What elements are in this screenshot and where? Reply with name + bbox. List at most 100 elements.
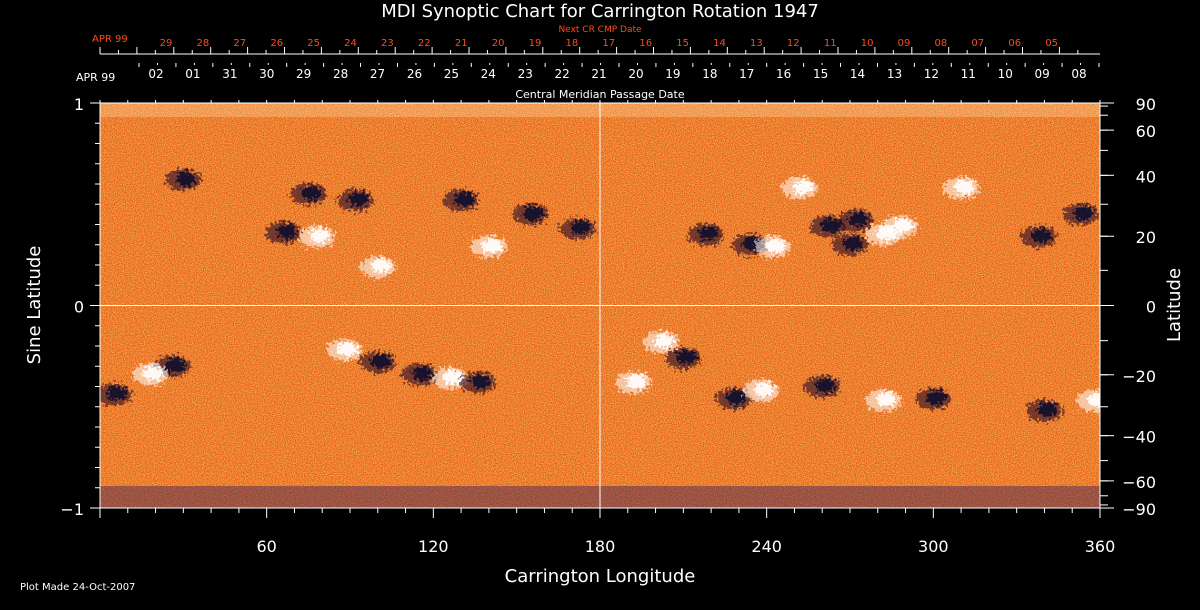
- latitude-tick-label: 90: [1136, 95, 1156, 114]
- active-region-core-negative: [370, 354, 391, 369]
- next-cmp-date-label: 22: [418, 38, 431, 49]
- active-region-core-positive: [1087, 392, 1100, 407]
- x-tick-label: 360: [1085, 537, 1116, 556]
- latitude-tick-label: −90: [1122, 500, 1156, 519]
- x-tick-label: 240: [751, 537, 782, 556]
- next-cmp-axis-title: Next CR CMP Date: [558, 25, 642, 35]
- next-cmp-date-label: 28: [197, 38, 210, 49]
- chart-title: MDI Synoptic Chart for Carrington Rotati…: [381, 1, 819, 22]
- active-region-core-negative: [470, 374, 491, 389]
- cmp-date-label: 27: [370, 67, 385, 81]
- next-cmp-date-label: 18: [566, 38, 579, 49]
- next-cmp-ticks: 29 28 27 26 25 24 23 22 21 20 19 18 17 16 15 14 13 12 11 10…: [99, 38, 1079, 54]
- active-region-core-positive: [309, 228, 330, 243]
- plot-made-label: Plot Made 24-Oct-2007: [20, 582, 135, 593]
- latitude-tick-label: −60: [1122, 473, 1156, 492]
- active-region-core-positive: [626, 374, 647, 389]
- next-cmp-date-label: 25: [307, 38, 320, 49]
- cmp-date-label: 18: [702, 67, 717, 81]
- cmp-date-label: 01: [185, 67, 200, 81]
- next-cmp-date-label: 24: [344, 38, 357, 49]
- y-tick-left-label: 1: [74, 95, 84, 114]
- active-region-core-positive: [754, 382, 775, 397]
- active-region-core-negative: [165, 358, 186, 373]
- x-axis: 60 120 180 240 300 360: [99, 100, 1116, 556]
- active-region-core-positive: [793, 180, 813, 195]
- active-region-core-negative: [726, 390, 747, 405]
- y-axis-left: 1 0 −1: [60, 95, 100, 519]
- y-axis-right: 90 60 40 20 0 −20 −40 −60 −90: [1100, 95, 1156, 519]
- cmp-date-label: 17: [739, 67, 754, 81]
- cmp-date-label: 11: [961, 67, 976, 81]
- cmp-date-label: 29: [296, 67, 311, 81]
- cmp-axis-title: Central Meridian Passage Date: [515, 88, 684, 101]
- cmp-date-label: 02: [148, 67, 163, 81]
- active-region-core-negative: [848, 212, 869, 227]
- latitude-tick-label: 40: [1136, 167, 1156, 186]
- active-region-core-negative: [454, 192, 475, 207]
- active-region-core-positive: [893, 218, 913, 233]
- active-region-core-negative: [301, 186, 322, 201]
- latitude-tick-label: 20: [1136, 228, 1156, 247]
- cmp-date-label: 08: [1071, 67, 1086, 81]
- active-region-core-positive: [954, 180, 975, 195]
- active-region-core-negative: [1031, 228, 1052, 243]
- next-cmp-date-label: 15: [676, 38, 689, 49]
- next-cmp-date-label: 05: [1045, 38, 1058, 49]
- cmp-date-label: 09: [1035, 67, 1050, 81]
- cmp-date-label: 16: [776, 67, 791, 81]
- active-region-core-negative: [843, 236, 863, 251]
- active-region-core-negative: [523, 206, 544, 221]
- next-cmp-date-label: 10: [861, 38, 874, 49]
- active-region-core-positive: [370, 259, 391, 274]
- next-cmp-date-label: 21: [455, 38, 468, 49]
- x-tick-label: 180: [585, 537, 616, 556]
- y-tick-left-label: 0: [74, 298, 84, 317]
- cmp-date-label: 14: [850, 67, 865, 81]
- next-cmp-date-label: 20: [492, 38, 505, 49]
- cmp-date-label: 31: [222, 67, 237, 81]
- active-region-core-negative: [412, 366, 433, 381]
- cmp-date-label: 30: [259, 67, 274, 81]
- latitude-tick-label: −20: [1122, 367, 1156, 386]
- next-cmp-month-label: APR 99: [92, 34, 128, 45]
- next-cmp-date-label: 23: [381, 38, 394, 49]
- next-cmp-date-label: 09: [898, 38, 911, 49]
- next-cmp-date-label: 26: [270, 38, 283, 49]
- cmp-date-label: 21: [591, 67, 606, 81]
- next-cmp-date-label: 16: [639, 38, 652, 49]
- y-tick-left-label: −1: [60, 500, 84, 519]
- active-region-core-negative: [815, 378, 836, 393]
- cmp-date-label: 23: [518, 67, 533, 81]
- next-cmp-date-label: 14: [713, 38, 726, 49]
- cmp-ticks: 02 01 31 30 29 28 27 26 25 24 23 22 21 20 19 18 17 16 15 14…: [138, 63, 1100, 81]
- y-axis-right-title: Latitude: [1164, 268, 1185, 342]
- x-tick-label: 60: [256, 537, 276, 556]
- next-cmp-date-label: 29: [160, 38, 173, 49]
- active-region-core-negative: [1037, 402, 1058, 417]
- active-region-core-negative: [348, 192, 369, 207]
- active-region-core-negative: [926, 390, 947, 405]
- active-region-core-positive: [876, 392, 897, 407]
- active-region-core-negative: [106, 386, 127, 401]
- active-region-core-negative: [820, 218, 841, 233]
- cmp-date-label: 25: [444, 67, 459, 81]
- next-cmp-date-label: 17: [602, 38, 615, 49]
- y-axis-left-title: Sine Latitude: [24, 246, 45, 365]
- latitude-tick-label: 60: [1136, 122, 1156, 141]
- next-cmp-date-label: 27: [233, 38, 246, 49]
- active-region-core-positive: [143, 366, 163, 381]
- active-region-core-positive: [481, 238, 502, 253]
- latitude-tick-label: 0: [1146, 298, 1156, 317]
- active-region-core-positive: [765, 238, 786, 253]
- cmp-date-label: 26: [407, 67, 422, 81]
- active-region-core-positive: [443, 370, 463, 385]
- grid-lines: [100, 103, 1100, 508]
- active-region-core-negative: [676, 350, 697, 365]
- active-region-core-negative: [176, 171, 197, 186]
- x-tick-label: 300: [918, 537, 949, 556]
- active-region-core-negative: [570, 220, 591, 235]
- cmp-date-label: 10: [998, 67, 1013, 81]
- next-cmp-date-label: 11: [824, 38, 837, 49]
